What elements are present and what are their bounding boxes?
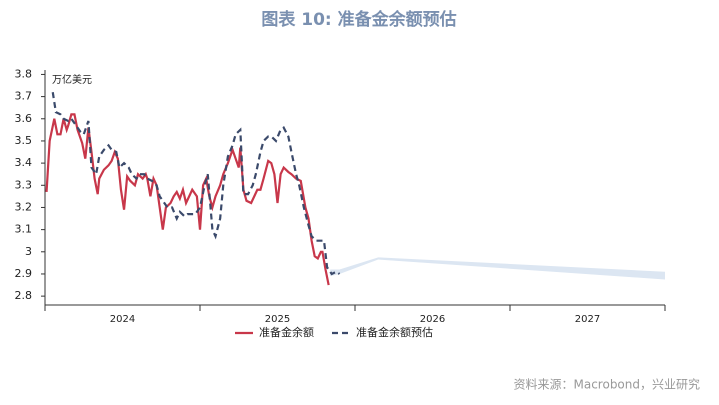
y-tick-label: 3.4 — [15, 156, 33, 169]
legend-label: 准备金余额 — [259, 325, 314, 339]
y-tick-label: 3.3 — [15, 178, 33, 191]
x-tick-label: 2025 — [265, 314, 290, 325]
y-tick-label: 2.8 — [15, 289, 33, 302]
y-axis-label: 万亿美元 — [52, 73, 92, 86]
y-tick-label: 3.7 — [15, 90, 33, 103]
x-tick-label: 2027 — [575, 314, 600, 325]
series-line — [45, 113, 330, 286]
y-tick-label: 3 — [25, 245, 32, 258]
y-tick-label: 3.1 — [15, 223, 33, 236]
forecast-band — [330, 257, 665, 280]
y-tick-label: 3.2 — [15, 200, 33, 213]
y-tick-label: 3.8 — [15, 67, 33, 80]
y-tick-label: 2.9 — [15, 267, 33, 280]
source: 资料来源：Macrobond，兴业研究 — [514, 377, 701, 392]
y-tick-label: 3.6 — [15, 112, 33, 125]
x-tick-label: 2024 — [110, 314, 135, 325]
x-tick-label: 2026 — [420, 314, 445, 325]
chart-title: 图表 10: 准备金余额预估 — [261, 9, 456, 30]
y-tick-label: 3.5 — [15, 134, 33, 147]
legend-label: 准备金余额预估 — [356, 325, 433, 339]
